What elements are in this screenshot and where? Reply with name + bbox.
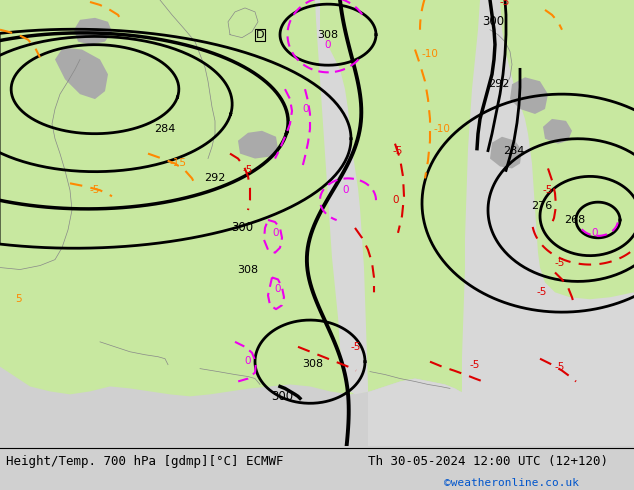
Text: 0: 0	[245, 356, 251, 366]
Text: 308: 308	[238, 265, 259, 274]
Text: Th 30-05-2024 12:00 UTC (12+120): Th 30-05-2024 12:00 UTC (12+120)	[368, 455, 608, 468]
Text: 0: 0	[343, 185, 349, 195]
Polygon shape	[460, 0, 634, 446]
Text: 284: 284	[503, 146, 525, 156]
Text: -5: -5	[470, 360, 480, 369]
Text: 292: 292	[488, 79, 510, 89]
Text: 0: 0	[392, 195, 399, 205]
Polygon shape	[490, 137, 522, 169]
Text: 0: 0	[273, 228, 279, 238]
Text: 284: 284	[154, 124, 176, 134]
Text: -10: -10	[434, 124, 450, 134]
Polygon shape	[238, 131, 278, 159]
Text: 292: 292	[204, 173, 226, 183]
Text: 276: 276	[531, 201, 553, 211]
Text: -5: -5	[537, 287, 547, 297]
Text: 0: 0	[592, 228, 598, 238]
Polygon shape	[500, 0, 634, 299]
Text: 268: 268	[564, 215, 586, 225]
Text: 308: 308	[302, 359, 323, 368]
Polygon shape	[590, 0, 634, 35]
Text: 300: 300	[231, 221, 253, 234]
Text: 0: 0	[325, 40, 331, 49]
Polygon shape	[315, 0, 634, 446]
Text: 5: 5	[15, 294, 22, 304]
Text: 300: 300	[482, 15, 504, 28]
Polygon shape	[0, 0, 634, 396]
Text: -5: -5	[351, 342, 361, 352]
Text: -5: -5	[555, 362, 565, 371]
Text: -5: -5	[543, 185, 553, 195]
Text: 0: 0	[275, 284, 281, 294]
Polygon shape	[543, 119, 572, 144]
Polygon shape	[74, 18, 112, 45]
Text: -5: -5	[393, 146, 403, 156]
Text: -15: -15	[169, 158, 186, 169]
Text: -10: -10	[422, 49, 439, 59]
Text: -5: -5	[90, 185, 100, 195]
Polygon shape	[550, 0, 634, 70]
Polygon shape	[55, 48, 108, 99]
Text: ©weatheronline.co.uk: ©weatheronline.co.uk	[444, 478, 579, 489]
Polygon shape	[510, 77, 548, 114]
Text: 300: 300	[271, 390, 293, 403]
Text: -5: -5	[500, 0, 510, 7]
Text: -5: -5	[555, 258, 565, 268]
Text: 0: 0	[303, 104, 309, 114]
Text: 308: 308	[318, 30, 339, 40]
Text: -5: -5	[243, 166, 253, 175]
Text: Height/Temp. 700 hPa [gdmp][°C] ECMWF: Height/Temp. 700 hPa [gdmp][°C] ECMWF	[6, 455, 284, 468]
Text: D: D	[256, 30, 264, 40]
